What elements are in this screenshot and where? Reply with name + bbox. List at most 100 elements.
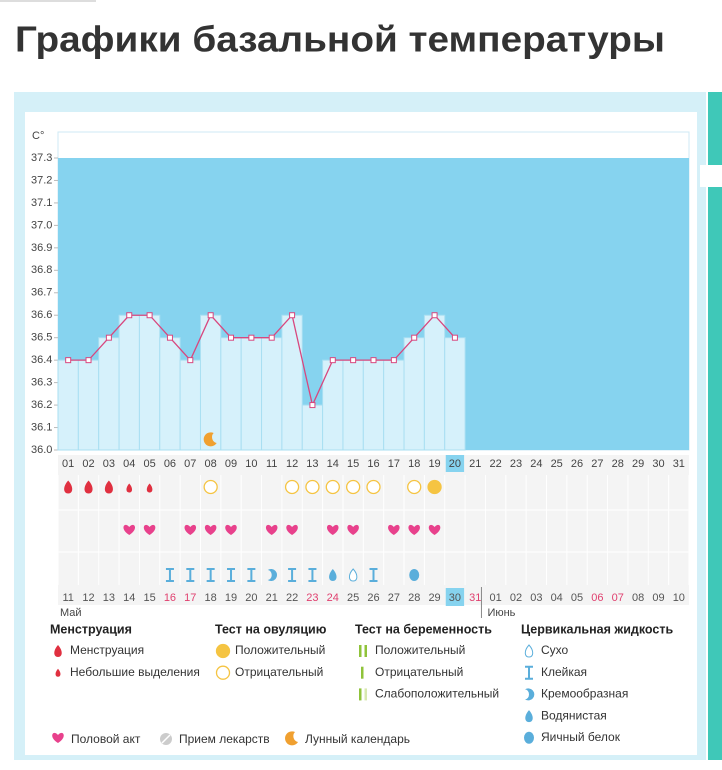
y-tick-label: 36.9 — [31, 242, 52, 254]
drop-icon — [54, 645, 62, 657]
heart-icon — [204, 524, 217, 535]
heart-icon — [143, 524, 156, 535]
day-column — [240, 337, 263, 451]
date-label: 01 — [490, 592, 502, 604]
temperature-point — [411, 334, 418, 341]
day-label: 27 — [591, 458, 603, 470]
date-label: 04 — [551, 592, 563, 604]
day-label: 08 — [205, 458, 217, 470]
date-label: 19 — [225, 592, 237, 604]
pill-icon — [161, 734, 171, 744]
temperature-point — [248, 334, 255, 341]
y-tick-label: 36.8 — [31, 264, 52, 276]
day-label: 13 — [306, 458, 318, 470]
temperature-point — [85, 357, 92, 364]
test-bar — [364, 688, 367, 701]
temperature-point — [329, 357, 336, 364]
y-tick-label: 37.1 — [31, 197, 52, 209]
day-label: 09 — [225, 458, 237, 470]
legend-item: Положительный — [235, 643, 325, 657]
date-label: 12 — [82, 592, 94, 604]
legend-item: Прием лекарств — [179, 732, 270, 746]
month-label: Май — [60, 607, 82, 619]
y-tick-label: 36.7 — [31, 287, 52, 299]
date-label: 30 — [449, 592, 461, 604]
current-day — [445, 455, 465, 472]
ovulation-icon — [427, 479, 442, 495]
date-label: 20 — [245, 592, 257, 604]
y-axis-label: C° — [32, 130, 44, 142]
legend-item: Отрицательный — [375, 665, 463, 679]
day-label: 02 — [82, 458, 94, 470]
heart-icon — [52, 732, 64, 743]
current-date — [445, 588, 465, 606]
day-label: 24 — [530, 458, 542, 470]
heart-icon — [265, 524, 278, 535]
day-column — [423, 314, 446, 451]
temperature-point — [289, 312, 296, 319]
date-label: 17 — [184, 592, 196, 604]
side-tab — [700, 165, 722, 187]
creamy-icon — [267, 569, 278, 581]
sticky-icon — [186, 568, 195, 582]
day-column — [98, 337, 120, 451]
sticky-icon — [308, 568, 317, 582]
date-label: 14 — [123, 592, 135, 604]
heart-icon — [408, 524, 420, 535]
temperature-point — [228, 334, 235, 341]
day-label: 29 — [632, 458, 644, 470]
temperature-point — [268, 334, 275, 341]
legend-item: Отрицательный — [235, 665, 323, 679]
day-label: 06 — [164, 458, 176, 470]
day-label: 17 — [388, 458, 400, 470]
day-label: 05 — [143, 458, 155, 470]
sticky-icon — [525, 665, 533, 680]
temperature-point — [350, 357, 357, 364]
ovulation-icon — [284, 479, 300, 495]
drop-icon — [55, 668, 61, 677]
drop-icon — [525, 710, 533, 723]
day-label: 31 — [673, 458, 685, 470]
day-label: 12 — [286, 458, 298, 470]
top-rule — [0, 0, 96, 2]
day-label: 04 — [123, 458, 135, 470]
temperature-point — [207, 312, 214, 319]
date-label: 13 — [103, 592, 115, 604]
temperature-point — [187, 357, 194, 364]
day-label: 03 — [103, 458, 115, 470]
y-tick-label: 37.3 — [31, 152, 52, 164]
legend-item: Положительный — [375, 643, 465, 657]
legend-item: Небольшие выделения — [70, 665, 200, 679]
day-label: 30 — [652, 458, 664, 470]
date-label: 29 — [428, 592, 440, 604]
temperature-point — [309, 402, 316, 409]
date-label: 27 — [388, 592, 400, 604]
ovulation-icon — [407, 479, 422, 495]
temperature-point — [390, 357, 397, 364]
legend-item: Слабоположительный — [375, 687, 499, 701]
day-label: 26 — [571, 458, 583, 470]
temperature-point — [370, 357, 377, 364]
y-tick-label: 37.0 — [31, 219, 52, 231]
temperature-line — [68, 313, 456, 408]
date-label: 15 — [143, 592, 155, 604]
date-label: 31 — [469, 592, 481, 604]
temperature-point — [126, 312, 133, 319]
date-label: 21 — [266, 592, 278, 604]
day-column — [301, 404, 324, 451]
page-title: Графики базальной температуры — [15, 19, 665, 60]
day-label: 10 — [245, 458, 257, 470]
legend-item: Водянистая — [541, 708, 607, 722]
day-label: 14 — [327, 458, 339, 470]
drop-icon — [348, 568, 358, 582]
day-column — [220, 337, 242, 451]
day-label: 23 — [510, 458, 522, 470]
date-label: 07 — [612, 592, 624, 604]
day-column — [322, 359, 344, 451]
temperature-point — [166, 334, 173, 341]
legend-item: Кремообразная — [541, 687, 628, 701]
egg-white-icon — [524, 731, 534, 744]
drop-icon — [104, 480, 113, 494]
test-bar — [359, 645, 362, 657]
